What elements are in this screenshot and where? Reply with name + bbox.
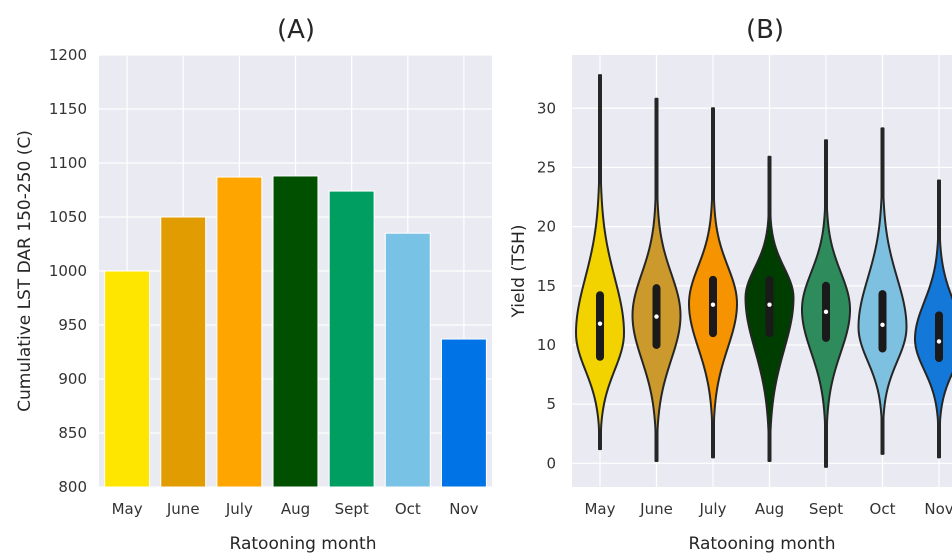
panel-a-y-tick-label: 800 — [58, 478, 87, 496]
panel-a-x-tick-label: Aug — [281, 500, 310, 518]
violin-median-dot — [767, 302, 772, 307]
panel-b-x-tick-label: Aug — [755, 500, 784, 518]
panel-a-x-tick-label: Sept — [335, 500, 369, 518]
violin-june — [631, 97, 682, 462]
violin-median-dot — [654, 314, 659, 319]
violin-sept — [801, 139, 851, 468]
bar-nov — [440, 338, 487, 488]
panel-b-x-tick-label: Nov — [924, 500, 952, 518]
panel-a-y-tick-label: 900 — [58, 370, 87, 388]
panel-a-x-tick-label: May — [112, 500, 143, 518]
panel-a-y-tick-label: 1150 — [49, 100, 87, 118]
panel-b-y-tick-label: 20 — [537, 218, 556, 236]
bar-sept — [328, 190, 375, 488]
violin-may — [575, 74, 625, 451]
panel-a-y-tick-label: 950 — [58, 316, 87, 334]
panel-a-x-tick-labels: May June July Aug Sept Oct Nov — [112, 500, 479, 518]
panel-a-y-tick-labels: 800 850 900 950 1000 1050 1100 1150 1200 — [49, 46, 87, 496]
violin-median-dot — [823, 309, 829, 315]
bar-july — [216, 176, 263, 488]
panel-a-y-tick-label: 1200 — [49, 46, 87, 64]
bar-oct — [384, 232, 431, 488]
violin-july — [688, 107, 738, 459]
panel-b-x-tick-label: July — [699, 500, 727, 518]
violin-median-dot — [936, 339, 942, 344]
panel-b-x-tick-label: Oct — [870, 500, 896, 518]
panel-b-x-tick-label: May — [584, 500, 615, 518]
panel-b-y-tick-label: 25 — [537, 158, 556, 176]
panel-a-bars — [104, 175, 487, 488]
panel-a-x-tick-label: June — [166, 500, 200, 518]
panel-b-x-axis-label: Ratooning month — [689, 534, 836, 553]
violin-median-dot — [597, 321, 603, 326]
panel-a-x-tick-label: Oct — [395, 500, 421, 518]
bar-aug — [272, 175, 319, 488]
panel-b-x-tick-labels: May June July Aug Sept Oct Nov — [584, 500, 952, 518]
violin-aug — [744, 155, 795, 462]
panel-b-x-tick-label: Sept — [809, 500, 843, 518]
panel-a-x-tick-label: July — [225, 500, 253, 518]
violin-median-dot — [710, 302, 716, 307]
panel-a-bar-chart: 800 850 900 950 1000 1050 1100 1150 1200 May June… — [15, 15, 492, 553]
panel-b-y-axis-label: Yield (TSH) — [509, 224, 529, 318]
bar-may — [104, 270, 151, 488]
bar-june — [160, 216, 207, 488]
panel-b-title: (B) — [746, 15, 784, 45]
panel-a-x-axis-label: Ratooning month — [230, 534, 377, 553]
panel-b-y-tick-labels: 0 5 10 15 20 25 30 — [537, 99, 556, 472]
panel-a-y-tick-label: 1100 — [49, 154, 87, 172]
panel-b-y-tick-label: 10 — [537, 336, 556, 354]
panel-a-y-tick-label: 1050 — [49, 208, 87, 226]
panel-b-violin-chart: 0 5 10 15 20 25 30 May June July Aug Sept Oct Nov (B… — [509, 15, 952, 553]
panel-b-y-tick-label: 30 — [537, 99, 556, 117]
panel-a-y-tick-label: 850 — [58, 424, 87, 442]
panel-b-y-tick-label: 5 — [546, 395, 556, 413]
violin-oct — [857, 127, 908, 455]
panel-b-y-tick-label: 0 — [546, 454, 556, 472]
violin-body — [575, 74, 625, 451]
panel-b-violins — [575, 74, 952, 468]
violin-median-dot — [880, 322, 885, 328]
panel-a-y-tick-label: 1000 — [49, 262, 87, 280]
violin-body — [914, 179, 952, 459]
panel-b-y-tick-label: 15 — [537, 277, 556, 295]
panel-a-y-axis-label: Cumulative LST DAR 150-250 (C) — [15, 130, 35, 412]
panel-a-title: (A) — [277, 15, 315, 45]
violin-body — [631, 97, 682, 462]
panel-a-x-tick-label: Nov — [449, 500, 478, 518]
panel-b-x-tick-label: June — [639, 500, 673, 518]
violin-nov — [914, 179, 952, 459]
